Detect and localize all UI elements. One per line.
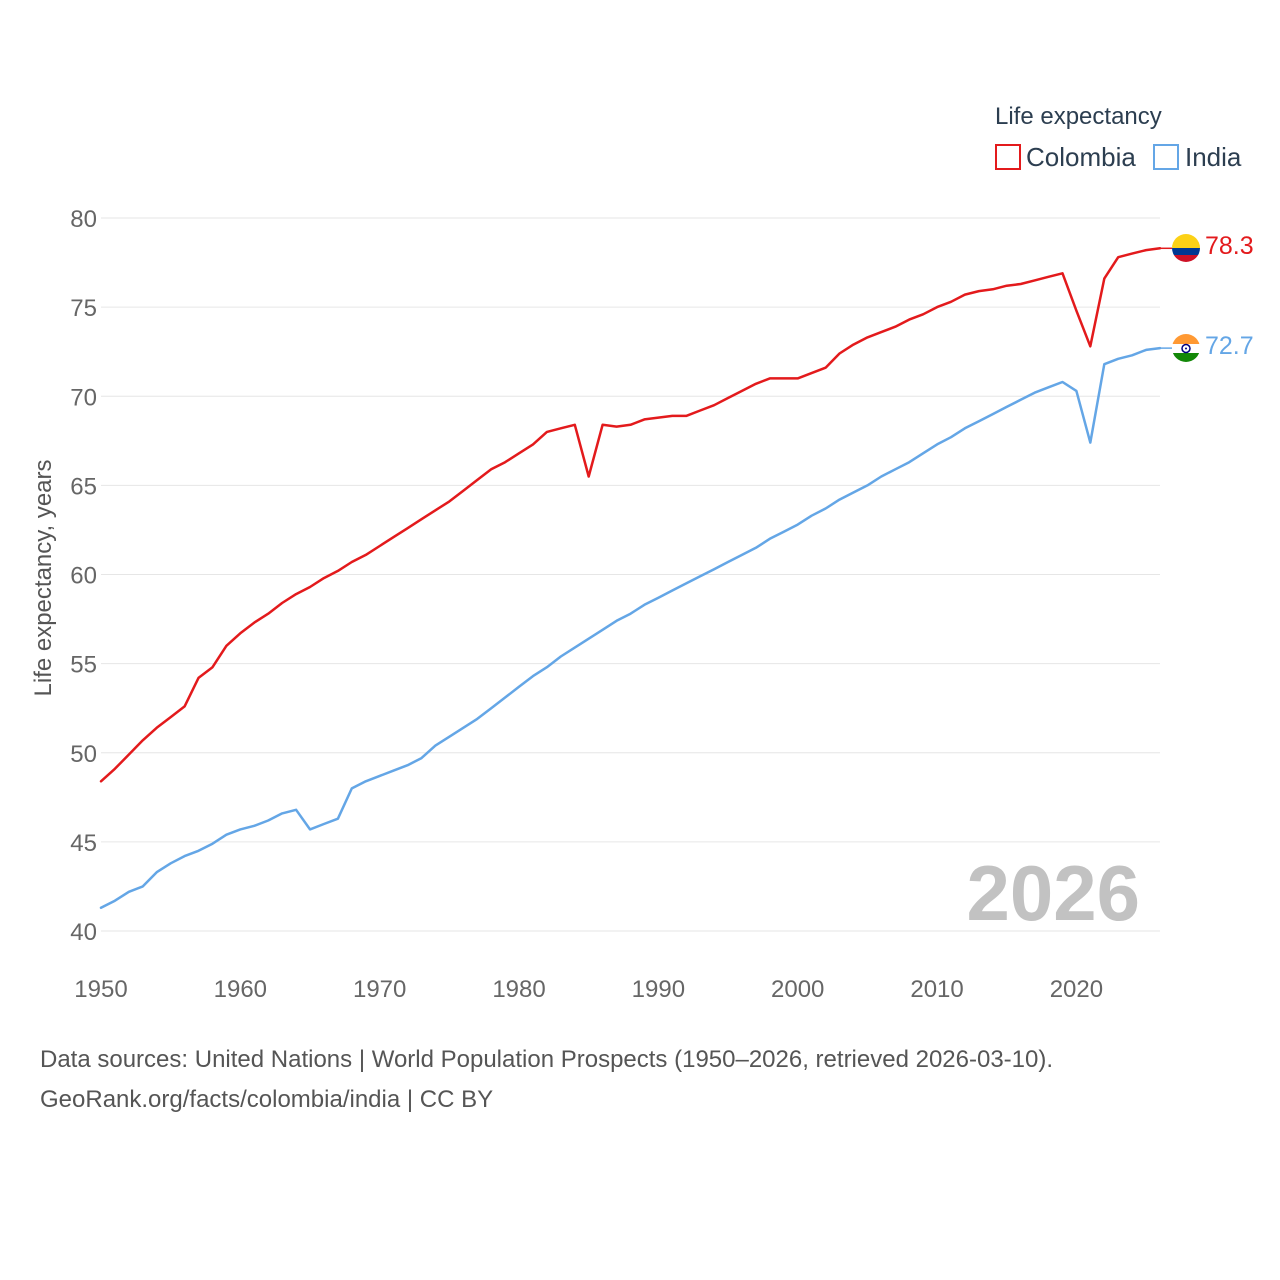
y-tick-label-70: 70 xyxy=(70,384,97,411)
legend: Life expectancy Colombia India xyxy=(995,103,1242,172)
y-tick-label-75: 75 xyxy=(70,295,97,322)
y-tick-label-55: 55 xyxy=(70,652,97,679)
x-tick-label-1970: 1970 xyxy=(353,976,406,1003)
y-axis-title: Life expectancy, years xyxy=(30,459,57,696)
source-line: Data sources: United Nations | World Pop… xyxy=(40,1046,1054,1073)
y-tick-label-40: 40 xyxy=(70,919,97,946)
x-tick-label-1980: 1980 xyxy=(492,976,545,1003)
x-tick-label-1990: 1990 xyxy=(632,976,685,1003)
series-lines xyxy=(99,247,1172,910)
series-line-colombia[interactable] xyxy=(99,247,1162,783)
x-tick-label-2000: 2000 xyxy=(771,976,824,1003)
legend-swatch-colombia[interactable] xyxy=(995,144,1021,170)
end-label-colombia: 78.3 xyxy=(1205,232,1254,260)
legend-label-india[interactable]: India xyxy=(1185,142,1242,172)
attribution-line[interactable]: GeoRank.org/facts/colombia/india | CC BY xyxy=(40,1086,494,1113)
y-tick-label-60: 60 xyxy=(70,563,97,590)
legend-label-colombia[interactable]: Colombia xyxy=(1026,142,1136,172)
y-tick-label-45: 45 xyxy=(70,830,97,857)
year-watermark: 2026 xyxy=(966,849,1140,937)
x-tick-label-2020: 2020 xyxy=(1050,976,1103,1003)
x-tick-label-1950: 1950 xyxy=(74,976,127,1003)
source-footer: Data sources: United Nations | World Pop… xyxy=(40,1040,1240,1120)
y-axis-ticks: 40 45 50 55 60 65 70 75 80 xyxy=(70,206,97,946)
x-tick-label-1960: 1960 xyxy=(214,976,267,1003)
end-label-india: 72.7 xyxy=(1205,332,1254,360)
y-tick-label-65: 65 xyxy=(70,473,97,500)
y-tick-label-50: 50 xyxy=(70,741,97,768)
legend-title: Life expectancy xyxy=(995,103,1162,130)
colombia-flag-icon xyxy=(1172,234,1200,262)
legend-swatch-india[interactable] xyxy=(1153,144,1179,170)
life-expectancy-chart: Life expectancy Colombia India 40 45 50 55 6… xyxy=(30,103,1254,1003)
y-tick-label-80: 80 xyxy=(70,206,97,233)
x-axis-ticks: 1950 1960 1970 1980 1990 2000 2010 2020 xyxy=(74,976,1103,1003)
series-line-india[interactable] xyxy=(99,346,1162,910)
gridlines xyxy=(101,217,1160,932)
india-flag-icon xyxy=(1172,334,1200,362)
x-tick-label-2010: 2010 xyxy=(910,976,963,1003)
